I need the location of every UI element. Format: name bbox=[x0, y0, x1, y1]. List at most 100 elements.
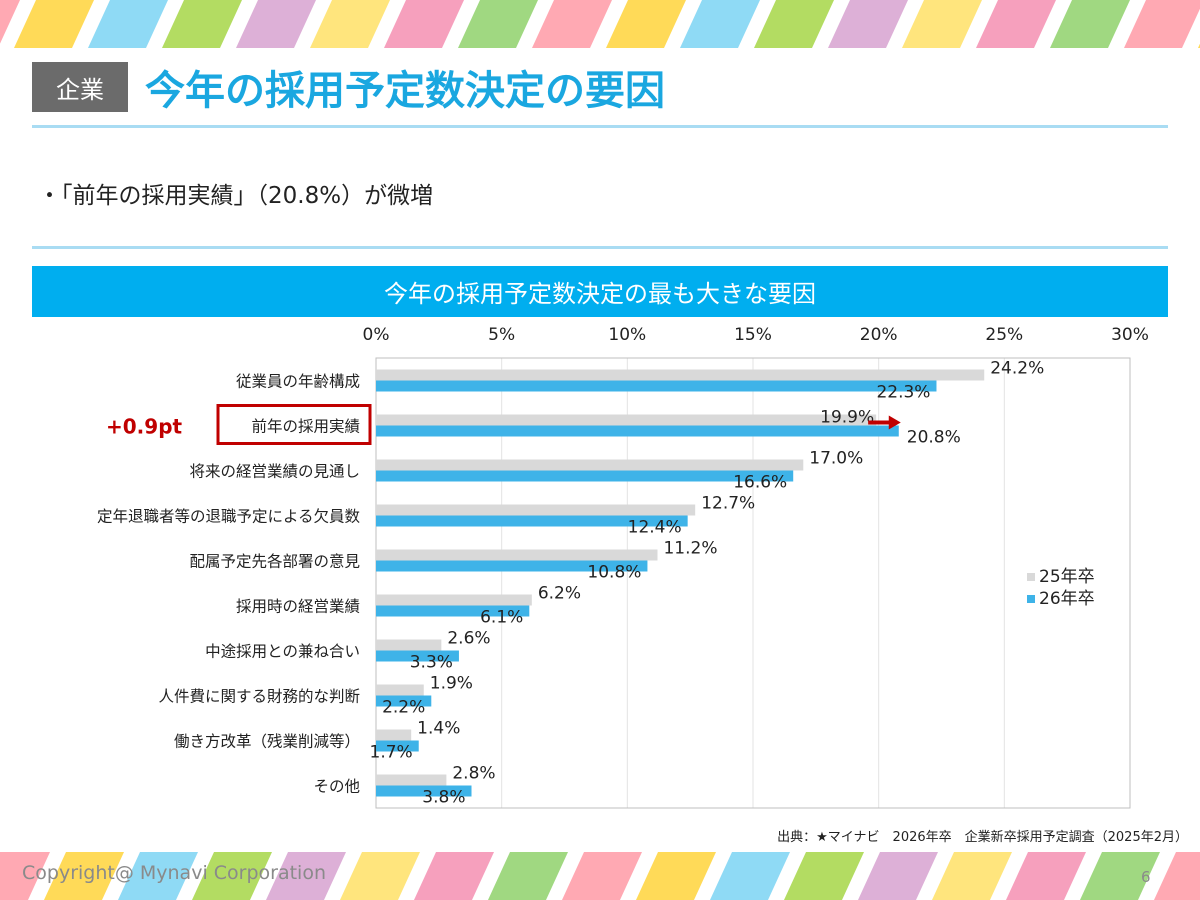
stripe bbox=[192, 852, 272, 900]
value-label-26nensotsu: 2.2% bbox=[382, 698, 425, 718]
stripe bbox=[858, 852, 938, 900]
value-label-26nensotsu: 1.7% bbox=[370, 743, 413, 763]
stripe bbox=[340, 852, 420, 900]
stripe bbox=[976, 0, 1056, 48]
stripe bbox=[88, 0, 168, 48]
x-tick-label: 30% bbox=[1111, 325, 1149, 345]
category-label: 従業員の年齢構成 bbox=[236, 373, 360, 391]
stripe bbox=[0, 852, 50, 900]
stripe bbox=[384, 0, 464, 48]
stripe bbox=[902, 0, 982, 48]
value-label-25nensotsu: 2.8% bbox=[452, 764, 495, 784]
bar-26nensotsu bbox=[376, 785, 472, 797]
bar-26nensotsu bbox=[376, 650, 459, 662]
category-label: 中途採用との兼ね合い bbox=[205, 643, 360, 661]
value-label-25nensotsu: 6.2% bbox=[538, 584, 581, 604]
stripe bbox=[1006, 852, 1086, 900]
bar-25nensotsu bbox=[376, 459, 804, 471]
stripe bbox=[1154, 852, 1200, 900]
content-divider bbox=[32, 246, 1168, 249]
value-label-26nensotsu: 20.8% bbox=[907, 428, 961, 448]
bar-26nensotsu bbox=[376, 470, 794, 482]
value-label-26nensotsu: 3.8% bbox=[422, 788, 465, 808]
bar-25nensotsu bbox=[376, 369, 985, 381]
value-label-26nensotsu: 6.1% bbox=[480, 608, 523, 628]
stripe bbox=[488, 852, 568, 900]
value-label-25nensotsu: 2.6% bbox=[447, 629, 490, 649]
source-note: 出典：★マイナビ 2026年卒 企業新卒採用予定調査（2025年2月） bbox=[777, 830, 1188, 845]
bottom-decorative-stripes bbox=[0, 852, 1200, 900]
stripe bbox=[0, 0, 20, 44]
value-label-25nensotsu: 17.0% bbox=[809, 449, 863, 469]
stripe bbox=[1080, 852, 1160, 900]
value-label-25nensotsu: 11.2% bbox=[663, 539, 717, 559]
bar-25nensotsu bbox=[376, 414, 877, 426]
bar-chart: 0% 5% 10% 15% 20% 25% 30% 従業員の年齢構成 24.2% 22.3% 前年の… bbox=[97, 325, 1149, 809]
stripe bbox=[784, 852, 864, 900]
stripe bbox=[636, 852, 716, 900]
stripe bbox=[828, 0, 908, 48]
category-label: その他 bbox=[313, 778, 360, 796]
bar-25nensotsu bbox=[376, 684, 424, 696]
x-tick-label: 15% bbox=[734, 325, 772, 345]
x-tick-label: 0% bbox=[363, 325, 390, 345]
top-decorative-stripes bbox=[0, 0, 1200, 48]
bar-25nensotsu bbox=[376, 504, 696, 516]
stripe bbox=[1124, 0, 1200, 48]
stripe bbox=[532, 0, 612, 48]
stripe bbox=[44, 852, 124, 900]
page-title: 今年の採用予定数決定の要因 bbox=[145, 68, 665, 114]
bar-25nensotsu bbox=[376, 639, 442, 651]
stripe bbox=[562, 852, 642, 900]
x-tick-label: 25% bbox=[985, 325, 1023, 345]
plot-area bbox=[375, 357, 1131, 809]
bar-26nensotsu bbox=[376, 695, 432, 707]
bar-26nensotsu bbox=[376, 425, 899, 437]
category-label: 採用時の経営業績 bbox=[236, 598, 360, 616]
bar-26nensotsu bbox=[376, 605, 530, 617]
stripe bbox=[310, 0, 390, 48]
copyright-text: Copyright@ Mynavi Corporation bbox=[22, 862, 326, 884]
stripe bbox=[932, 852, 1012, 900]
value-label-26nensotsu: 12.4% bbox=[628, 518, 682, 538]
value-label-26nensotsu: 16.6% bbox=[733, 473, 787, 493]
highlight-box bbox=[216, 404, 372, 445]
legend-swatch bbox=[1027, 573, 1035, 581]
value-label-25nensotsu: 24.2% bbox=[990, 359, 1044, 379]
value-label-25nensotsu: 19.9% bbox=[820, 408, 874, 428]
legend-label: 26年卒 bbox=[1039, 589, 1095, 609]
category-label: 人件費に関する財務的な判断 bbox=[158, 688, 360, 706]
value-label-25nensotsu: 1.9% bbox=[430, 674, 473, 694]
category-label: 定年退職者等の退職予定による欠員数 bbox=[97, 508, 361, 526]
value-label-25nensotsu: 12.7% bbox=[701, 494, 755, 514]
bullet-point: ・「前年の採用実績」（20.8%）が微増 bbox=[38, 183, 434, 209]
category-label: 前年の採用実績 bbox=[251, 418, 360, 436]
value-label-25nensotsu: 1.4% bbox=[417, 719, 460, 739]
bar-26nensotsu bbox=[376, 515, 688, 527]
stripe bbox=[162, 0, 242, 48]
stripe bbox=[118, 852, 198, 900]
category-label: 将来の経営業績の見通し bbox=[189, 463, 360, 481]
page-number: 6 bbox=[1141, 868, 1151, 886]
bar-26nensotsu bbox=[376, 740, 419, 752]
value-label-26nensotsu: 3.3% bbox=[410, 653, 453, 673]
bar-25nensotsu bbox=[376, 594, 532, 606]
change-annotation: +0.9pt bbox=[106, 415, 183, 439]
stripe bbox=[680, 0, 760, 48]
bar-25nensotsu bbox=[376, 729, 412, 741]
x-tick-label: 20% bbox=[860, 325, 898, 345]
stripe bbox=[266, 852, 346, 900]
value-label-26nensotsu: 22.3% bbox=[876, 383, 930, 403]
legend-label: 25年卒 bbox=[1039, 567, 1095, 587]
stripe bbox=[710, 852, 790, 900]
bar-25nensotsu bbox=[376, 774, 447, 786]
increase-arrow-head bbox=[888, 415, 901, 430]
stripe bbox=[414, 852, 494, 900]
stripe bbox=[1050, 0, 1130, 48]
stripe bbox=[754, 0, 834, 48]
stripe bbox=[14, 0, 94, 48]
legend-swatch bbox=[1027, 595, 1035, 603]
section-tag: 企業 bbox=[32, 62, 128, 112]
stripe bbox=[236, 0, 316, 48]
x-tick-label: 10% bbox=[608, 325, 646, 345]
